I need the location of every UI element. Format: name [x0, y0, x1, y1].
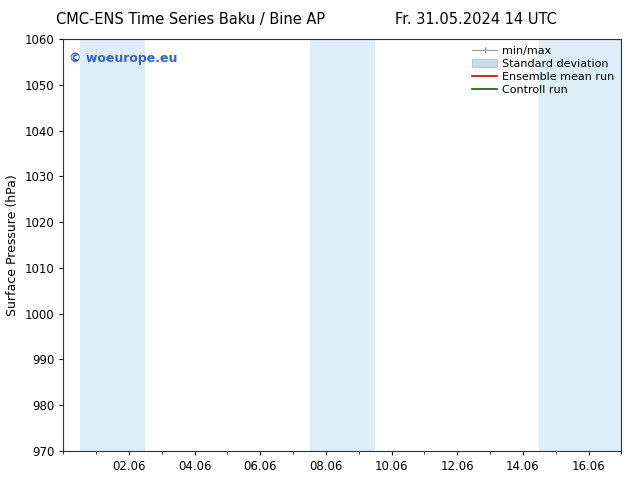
- Text: © woeurope.eu: © woeurope.eu: [69, 51, 178, 65]
- Text: Fr. 31.05.2024 14 UTC: Fr. 31.05.2024 14 UTC: [394, 12, 557, 27]
- Bar: [540, 39, 621, 451]
- Text: CMC-ENS Time Series Baku / Bine AP: CMC-ENS Time Series Baku / Bine AP: [56, 12, 325, 27]
- Bar: [309, 39, 375, 451]
- Legend: min/max, Standard deviation, Ensemble mean run, Controll run: min/max, Standard deviation, Ensemble me…: [469, 43, 618, 98]
- Y-axis label: Surface Pressure (hPa): Surface Pressure (hPa): [6, 174, 19, 316]
- Bar: [80, 39, 145, 451]
